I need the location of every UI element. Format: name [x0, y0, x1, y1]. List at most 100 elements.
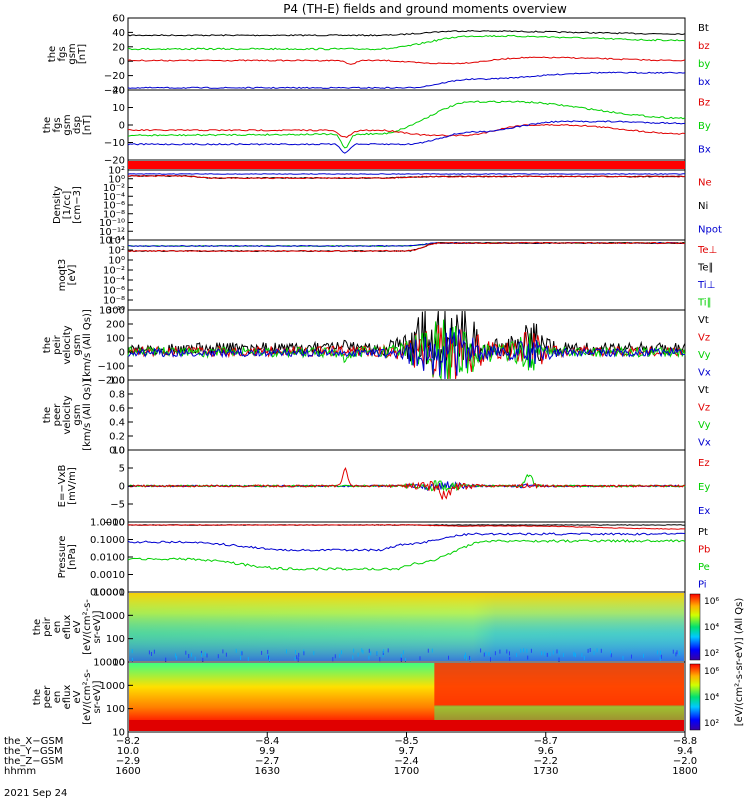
x-row-label: the_Y−GSM — [4, 746, 63, 757]
colorbar-2 — [689, 663, 701, 731]
y-label-line: gsm — [72, 334, 83, 355]
y-axis-label: the fgs gsm dsp [nT] — [42, 114, 93, 135]
y-tick-label: 100 — [106, 704, 125, 715]
legend-Vx: Vx — [698, 367, 711, 378]
y-tick-label: 10⁻⁴ — [103, 192, 125, 203]
date-label: 2021 Sep 24 — [4, 788, 67, 799]
x-row-value: −8.4 — [255, 736, 279, 747]
legend-by: by — [698, 59, 710, 70]
y-tick-label: 10⁻² — [103, 183, 125, 194]
y-tick-label: −20 — [104, 156, 125, 167]
legend-Pt: Pt — [698, 527, 708, 538]
y-tick-label: 10⁻⁶ — [103, 201, 125, 212]
legend-Vt: Vt — [698, 385, 709, 396]
y-axis-label: the peir velocity gsm [km/s (All Qs)] — [42, 309, 93, 381]
panel-frame — [127, 17, 686, 91]
panel-6: 300 200 100 0 −100 −200 the peir velocity gsm [km/… — [42, 306, 711, 387]
trace-Ez — [127, 467, 686, 500]
legend-Ti⊥: Ti⊥ — [697, 280, 715, 291]
y-tick-label: 0.8 — [109, 390, 125, 401]
x-row-value: −8.8 — [673, 736, 697, 747]
panel-frame — [127, 521, 686, 593]
x-row-value: 1730 — [533, 766, 558, 777]
colorbar-tick: 10⁶ — [704, 667, 719, 677]
y-tick-label: 0.2 — [109, 432, 125, 443]
y-tick-label: 0.4 — [109, 418, 125, 429]
y-tick-label: 10⁻¹⁰ — [99, 306, 125, 317]
trace-Vx — [127, 327, 686, 380]
y-label-line: gsm — [72, 404, 83, 425]
trace-Te-perp — [127, 241, 686, 253]
y-tick-label: 10⁴ — [108, 236, 125, 247]
y-label-line: peir — [52, 334, 63, 354]
legend-Ex: Ex — [698, 506, 710, 517]
panel-10: 10000 1000 100 10 the peir en eflux eV [eV/(cm²-s… — [32, 588, 686, 669]
y-label-line: [nT] — [77, 44, 88, 64]
trace-Bx — [127, 120, 686, 154]
panel-3 — [127, 159, 686, 171]
panel-9: 1.0000 0.1000 0.0100 0.0010 0.0001 Pressure [n… — [57, 518, 710, 599]
y-tick-label: 10 — [112, 728, 125, 739]
electron-spectrogram — [129, 663, 684, 731]
legend-Vz: Vz — [698, 332, 710, 343]
legend-Pi: Pi — [698, 579, 707, 590]
y-tick-label: 10 — [112, 446, 125, 457]
y-tick-label: 0.0001 — [90, 588, 125, 599]
panel-1: 60 40 20 0 −20 −40 the fgs gsm [nT] Bt bz by bx — [47, 14, 710, 97]
trace-Pi — [127, 532, 686, 552]
panel-7: 1.0 0.8 0.6 0.4 0.2 0.0 the peer velocity gsm [km/… — [42, 376, 711, 457]
figure-title: P4 (TH-E) fields and ground moments over… — [283, 2, 567, 16]
x-row-value: 1600 — [115, 766, 140, 777]
y-tick-label: −5 — [110, 500, 125, 511]
y-axis-label: moqt3 [eV] — [57, 259, 78, 292]
y-tick-label: 200 — [106, 320, 125, 331]
y-label-line: the — [42, 407, 53, 423]
legend-Vy: Vy — [698, 350, 711, 361]
y-tick-label: −20 — [104, 71, 125, 82]
y-tick-label: 10⁻⁴ — [103, 276, 125, 287]
trace-Ey — [127, 473, 686, 492]
x-row-value: 1700 — [394, 766, 419, 777]
y-label-line: en — [52, 691, 63, 704]
y-tick-label: 300 — [106, 306, 125, 317]
y-label-line: sr-eV)] — [92, 610, 103, 643]
colorbar-tick: 10² — [704, 719, 719, 729]
colorbar-tick: 10⁶ — [704, 597, 719, 607]
legend-Vy: Vy — [698, 420, 711, 431]
legend-bx: bx — [698, 77, 710, 88]
colorbar-tick: 10⁴ — [704, 693, 719, 703]
legend-Npot: Npot — [698, 224, 722, 235]
y-label-line: [km/s (All Qs)] — [82, 309, 93, 381]
legend-Bx: Bx — [698, 144, 711, 155]
x-row-value: −2.4 — [394, 756, 418, 767]
y-label-line: fgs — [57, 46, 68, 61]
y-tick-label: 10⁰ — [108, 256, 125, 267]
panel-8: 10 5 0 −5 −10 E=−VxB [mV/m] Ez Ey Ex — [57, 446, 710, 529]
x-row-value: −2.0 — [673, 756, 697, 767]
y-label-line: [nT] — [82, 115, 93, 135]
y-label-line: gsm — [62, 114, 73, 135]
y-tick-label: 10⁻⁸ — [103, 296, 125, 307]
y-tick-label: 0 — [119, 482, 125, 493]
x-row-value: −2.2 — [534, 756, 558, 767]
trace-Npot — [127, 173, 685, 175]
y-tick-label: 10 — [112, 103, 125, 114]
y-label-line: the — [42, 337, 53, 353]
colorbar-1 — [689, 593, 701, 661]
y-label-line: the — [42, 117, 53, 133]
trace-bz — [127, 56, 686, 65]
y-label-line: [km/s (All Qs)] — [82, 379, 93, 451]
y-label-line: [eV/(cm²-s- — [82, 669, 93, 725]
y-label-line: the — [47, 46, 58, 62]
legend-Te⊥: Te⊥ — [697, 245, 717, 256]
y-tick-label: −200 — [98, 376, 125, 387]
y-tick-label: −100 — [98, 362, 125, 373]
y-tick-label: 10 — [112, 658, 125, 669]
y-label-line: [mV/m] — [67, 467, 78, 505]
y-tick-label: 10² — [108, 246, 125, 257]
y-axis-label: the peir en eflux eV [eV/(cm²-s-sr-eV)] — [32, 599, 103, 655]
legend-Ti∥: Ti∥ — [697, 297, 712, 308]
y-axis-label: E=−VxB [mV/m] — [57, 465, 78, 508]
x-row-value: −8.5 — [394, 736, 418, 747]
